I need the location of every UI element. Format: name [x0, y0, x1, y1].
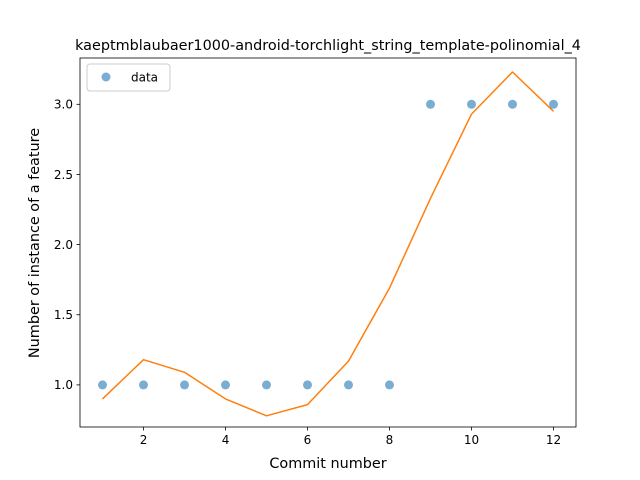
x-tick-label: 12: [546, 433, 561, 447]
y-tick-label: 1.0: [54, 378, 73, 392]
legend-box: [86, 63, 171, 92]
plot-area: 2 4 6 8 10 12 1.0 1.5 2.0 2.5 3.0: [54, 57, 577, 447]
data-point: [385, 380, 394, 390]
legend-marker-data: [101, 72, 111, 82]
legend-label-data: data: [131, 71, 158, 85]
y-tick-label: 3.0: [54, 98, 73, 112]
data-point: [262, 380, 271, 390]
y-axis-label: Number of instance of a feature: [27, 128, 43, 358]
x-tick-label: 10: [464, 433, 479, 447]
legend: data: [86, 63, 171, 92]
y-tick-label: 2.5: [54, 168, 73, 182]
data-point: [98, 380, 107, 390]
axes-frame: [79, 57, 577, 428]
data-point: [426, 99, 435, 109]
data-point: [221, 380, 230, 390]
data-point: [508, 99, 517, 109]
data-point: [303, 380, 312, 390]
chart-title: kaeptmblaubaer1000-android-torchlight_st…: [75, 38, 581, 54]
x-tick-label: 8: [386, 433, 394, 447]
x-axis-label: Commit number: [269, 456, 386, 472]
data-point: [549, 99, 558, 109]
y-tick-label: 2.0: [54, 238, 73, 252]
x-tick-label: 4: [222, 433, 230, 447]
data-point: [180, 380, 189, 390]
data-point: [467, 99, 476, 109]
series-line-fit: [101, 71, 555, 417]
x-tick-label: 6: [304, 433, 312, 447]
data-point: [344, 380, 353, 390]
x-tick-label: 2: [140, 433, 148, 447]
data-point: [139, 380, 148, 390]
y-tick-label: 1.5: [54, 308, 73, 322]
